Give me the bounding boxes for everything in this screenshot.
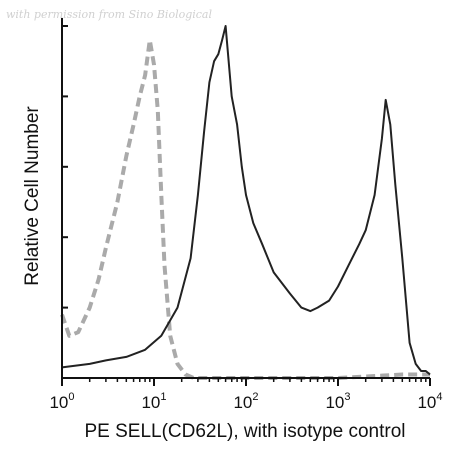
x-tick-label-0: 100 [49,391,74,412]
y-axis-label: Relative Cell Number [22,106,43,286]
histogram-series [60,25,431,380]
x-tick-label-1: 101 [141,391,166,412]
x-axis-label: PE SELL(CD62L), with isotype control [84,421,405,442]
x-tick-label-2: 102 [233,391,258,412]
watermark-text: with permission from Sino Biological [6,8,212,21]
x-tick-label-4: 104 [417,391,442,412]
series-line-0 [60,38,430,380]
series-line-1 [61,25,431,376]
x-tick-label-3: 103 [325,391,350,412]
x-axis-ticks: 100 101 102 103 104 [49,378,443,412]
